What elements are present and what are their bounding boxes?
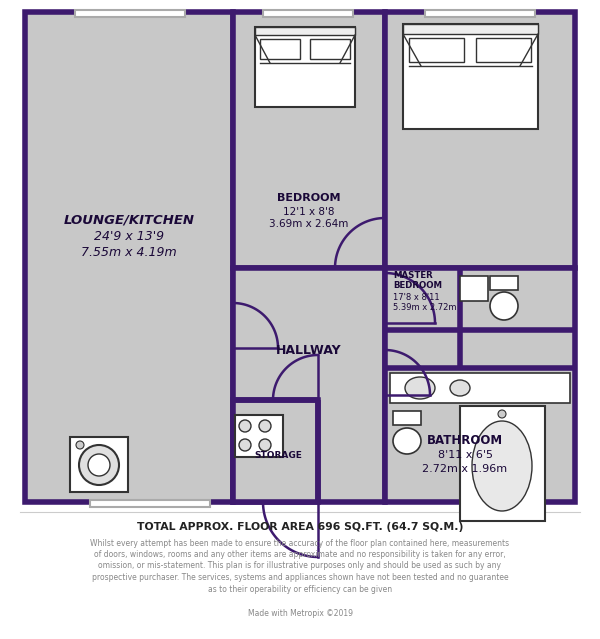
Text: BEDROOM: BEDROOM [277,193,341,203]
Text: 17'8 x 8'11: 17'8 x 8'11 [393,293,440,302]
Bar [460,276,488,301]
Text: 24'9 x 13'9: 24'9 x 13'9 [94,231,164,243]
Text: HALLWAY: HALLWAY [276,344,342,357]
Text: 8'11 x 6'5: 8'11 x 6'5 [437,450,493,460]
Bar [70,437,128,492]
Bar [90,500,210,507]
Bar [260,39,300,59]
Ellipse shape [472,421,532,511]
Text: MASTER: MASTER [393,272,433,281]
Bar [476,38,531,62]
Circle shape [76,441,84,449]
Text: TOTAL APPROX. FLOOR AREA 696 SQ.FT. (64.7 SQ.M.): TOTAL APPROX. FLOOR AREA 696 SQ.FT. (64.… [137,522,463,532]
Bar [235,415,283,457]
Bar [403,24,538,34]
Bar [233,12,385,268]
Text: Whilst every attempt has been made to ensure the accuracy of the floor plan cont: Whilst every attempt has been made to en… [91,539,509,548]
Bar [403,24,538,129]
Text: as to their operability or efficiency can be given: as to their operability or efficiency ca… [208,585,392,594]
Text: 12'1 x 8'8: 12'1 x 8'8 [283,207,335,217]
Bar [385,268,575,502]
Ellipse shape [450,380,470,396]
Bar [425,10,535,17]
Circle shape [498,410,506,418]
Ellipse shape [393,428,421,454]
Bar [25,12,233,502]
Text: Made with Metropix ©2019: Made with Metropix ©2019 [248,610,353,619]
Circle shape [239,439,251,451]
Text: BEDROOM: BEDROOM [393,282,442,291]
Bar [255,27,355,107]
Bar [310,39,350,59]
Bar [233,268,385,502]
Bar [75,10,185,17]
Text: 7.55m x 4.19m: 7.55m x 4.19m [81,245,177,259]
Text: prospective purchaser. The services, systems and appliances shown have not been : prospective purchaser. The services, sys… [92,573,508,582]
Text: BATHROOM: BATHROOM [427,433,503,447]
Text: STORAGE: STORAGE [254,450,302,459]
Bar [390,373,570,403]
Bar [255,27,355,35]
Bar [233,400,318,502]
Bar [263,10,353,17]
Circle shape [259,439,271,451]
Circle shape [79,445,119,485]
Ellipse shape [405,377,435,399]
Ellipse shape [490,292,518,320]
Circle shape [259,420,271,432]
Bar [460,406,545,521]
Text: omission, or mis-statement. This plan is for illustrative purposes only and shou: omission, or mis-statement. This plan is… [98,562,502,571]
Text: 5.39m x 2.72m: 5.39m x 2.72m [393,302,457,311]
Bar [409,38,464,62]
Bar [490,276,518,290]
Circle shape [88,454,110,476]
Circle shape [239,420,251,432]
Text: 3.69m x 2.64m: 3.69m x 2.64m [269,219,349,229]
Text: 2.72m x 1.96m: 2.72m x 1.96m [422,464,508,474]
Bar [385,12,575,268]
Bar [393,411,421,425]
Text: LOUNGE/KITCHEN: LOUNGE/KITCHEN [64,213,194,226]
Text: of doors, windows, rooms and any other items are approximate and no responsibili: of doors, windows, rooms and any other i… [94,550,506,559]
